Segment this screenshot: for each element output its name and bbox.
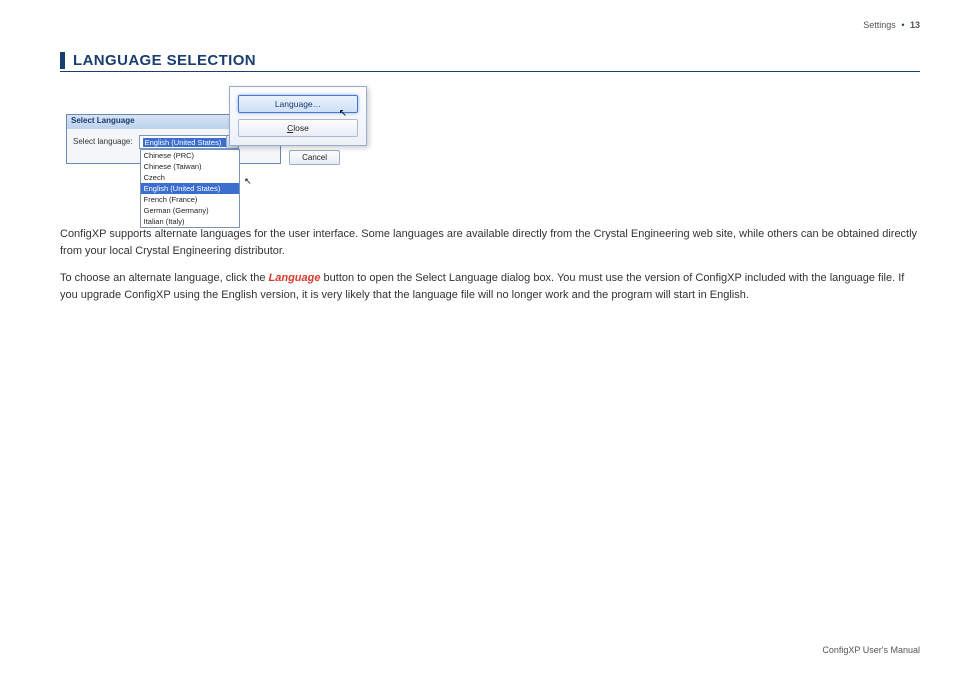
paragraph-2-pre: To choose an alternate language, click t… bbox=[60, 272, 269, 284]
header-section: Settings bbox=[863, 20, 896, 30]
body-text: ConfigXP supports alternate languages fo… bbox=[60, 226, 920, 304]
language-dropdown[interactable]: Chinese (PRC)Chinese (Taiwan)CzechEnglis… bbox=[140, 149, 240, 228]
language-button[interactable]: Language… ↖ bbox=[238, 95, 358, 113]
language-option[interactable]: Italian (Italy) bbox=[141, 216, 239, 227]
language-option[interactable]: Chinese (PRC) bbox=[141, 150, 239, 161]
language-option[interactable]: French (France) bbox=[141, 194, 239, 205]
document-page: Settings • 13 LANGUAGE SELECTION Select … bbox=[0, 0, 954, 675]
language-option[interactable]: German (Germany) bbox=[141, 205, 239, 216]
header-page-number: 13 bbox=[910, 20, 920, 30]
section-title: LANGUAGE SELECTION bbox=[60, 52, 920, 69]
cursor-icon: ↖ bbox=[244, 176, 252, 187]
language-combobox[interactable]: English (United States) ▾ Chinese (PRC)C… bbox=[139, 135, 239, 149]
close-button[interactable]: Close bbox=[238, 119, 358, 137]
footer-text: ConfigXP User's Manual bbox=[822, 645, 920, 655]
header-bullet: • bbox=[898, 20, 907, 30]
language-option[interactable]: English (United States) bbox=[141, 183, 239, 194]
section-title-rule: LANGUAGE SELECTION bbox=[60, 52, 920, 72]
paragraph-2: To choose an alternate language, click t… bbox=[60, 270, 920, 304]
language-button-label: Language… bbox=[275, 99, 321, 109]
paragraph-1: ConfigXP supports alternate languages fo… bbox=[60, 226, 920, 260]
cancel-button[interactable]: Cancel bbox=[289, 150, 340, 165]
language-option[interactable]: Czech bbox=[141, 172, 239, 183]
combobox-selected: English (United States) bbox=[143, 138, 226, 147]
language-option[interactable]: Chinese (Taiwan) bbox=[141, 161, 239, 172]
language-selection-illustration: Select Language Select language: English… bbox=[60, 86, 920, 216]
dialog-label: Select language: bbox=[73, 135, 133, 146]
cursor-icon: ↖ bbox=[339, 108, 347, 119]
page-header: Settings • 13 bbox=[60, 20, 920, 30]
close-button-label: Close bbox=[287, 123, 309, 133]
language-link-text: Language bbox=[269, 272, 321, 284]
language-menu-overlay: Language… ↖ Close bbox=[229, 86, 367, 146]
